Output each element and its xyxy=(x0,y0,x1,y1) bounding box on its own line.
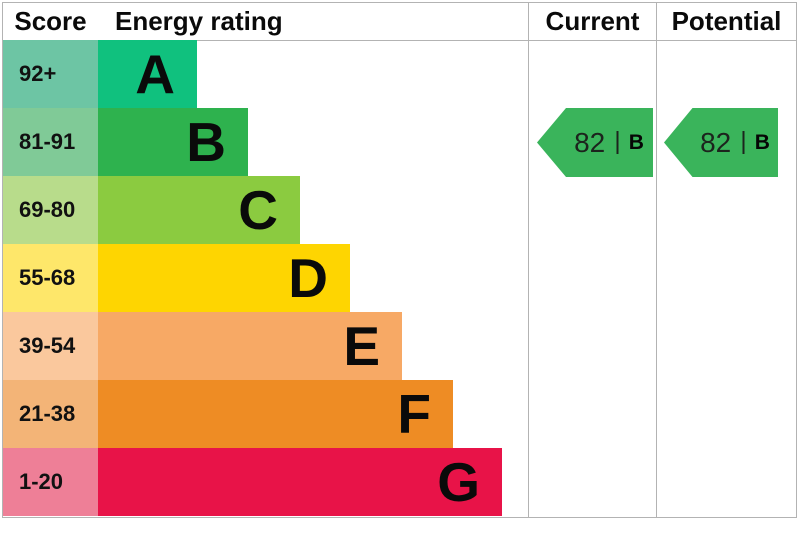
score-range-label: 92+ xyxy=(19,61,57,86)
band-letter: E xyxy=(343,314,380,377)
rating-bar: C xyxy=(98,176,300,244)
rating-bar: D xyxy=(98,244,350,312)
score-cell: 21-38 xyxy=(3,380,98,448)
rating-row-e: 39-54 E xyxy=(3,312,528,380)
header-current: Current xyxy=(545,5,640,36)
rating-bar: E xyxy=(98,312,402,380)
rating-bar: F xyxy=(98,380,453,448)
header-divider-line xyxy=(2,40,796,41)
band-letter: C xyxy=(238,178,278,241)
rating-row-f: 21-38 F xyxy=(3,380,528,448)
band-letter: F xyxy=(397,382,431,445)
rating-bar: B xyxy=(98,108,248,176)
current-rating-band: B xyxy=(628,130,644,154)
potential-rating-value: 82 xyxy=(700,126,732,158)
score-range-label: 69-80 xyxy=(19,197,76,222)
table-outer-border xyxy=(2,2,797,518)
score-cell: 69-80 xyxy=(3,176,98,244)
header-potential: Potential xyxy=(671,5,782,36)
rating-bar: A xyxy=(98,40,197,108)
score-cell: 92+ xyxy=(3,40,98,108)
rating-row-a: 92+ A xyxy=(3,40,528,108)
score-range-label: 1-20 xyxy=(19,469,64,494)
potential-rating-band: B xyxy=(754,130,770,154)
score-cell: 39-54 xyxy=(3,312,98,380)
rating-row-b: 81-91 B xyxy=(3,108,528,176)
score-range-label: 39-54 xyxy=(19,333,76,358)
column-divider-potential xyxy=(656,2,657,517)
band-letter: A xyxy=(135,42,175,105)
score-cell: 81-91 xyxy=(3,108,98,176)
column-divider-current xyxy=(528,2,529,517)
score-cell: 55-68 xyxy=(3,244,98,312)
score-range-label: 81-91 xyxy=(19,129,76,154)
badge-divider: | xyxy=(740,127,747,155)
rating-bar: G xyxy=(98,448,502,516)
rating-rows: 92+ A 81-91 B 69-80 C 55-68 D 39-54 E 21… xyxy=(3,40,528,516)
header-score: Score xyxy=(14,5,87,36)
band-letter: G xyxy=(437,450,480,513)
rating-row-c: 69-80 C xyxy=(3,176,528,244)
band-letter: D xyxy=(288,246,328,309)
score-range-label: 55-68 xyxy=(19,265,76,290)
badge-divider: | xyxy=(614,127,621,155)
rating-row-g: 1-20 G xyxy=(3,448,528,516)
score-range-label: 21-38 xyxy=(19,401,76,426)
rating-row-d: 55-68 D xyxy=(3,244,528,312)
current-rating-value: 82 xyxy=(574,126,606,158)
header-energy-rating: Energy rating xyxy=(115,5,283,36)
score-cell: 1-20 xyxy=(3,448,98,516)
potential-rating-badge: 82 | B xyxy=(664,108,778,177)
band-letter: B xyxy=(186,110,226,173)
